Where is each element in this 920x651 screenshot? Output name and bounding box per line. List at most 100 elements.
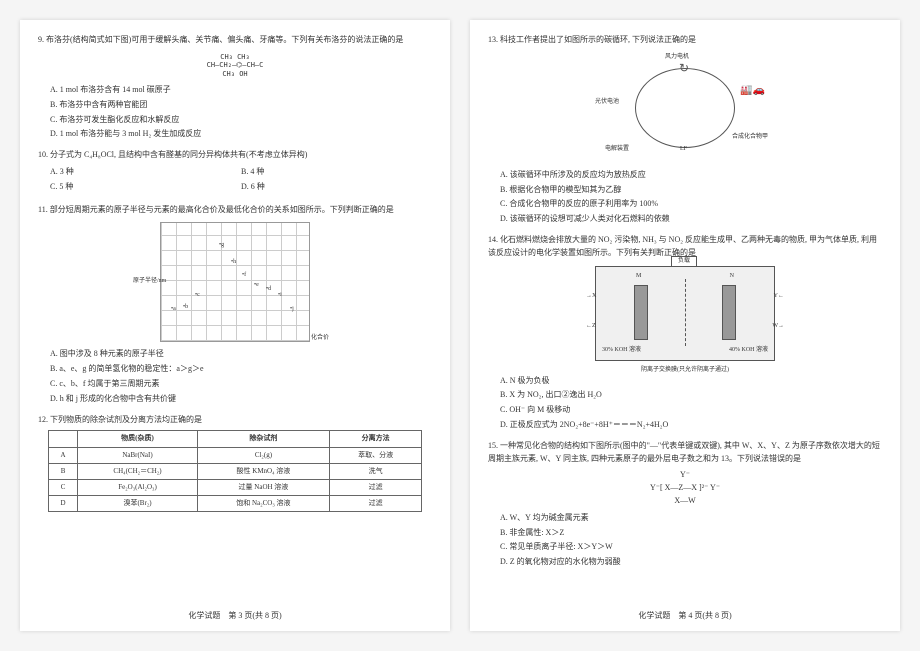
pt-d: •d (266, 285, 271, 295)
q9-stem: 9. 布洛芬(结构简式如下图)可用于缓解头痛、关节痛、偏头痛、牙痛等。下列有关布… (38, 34, 432, 47)
graph-ylabel: 原子半径/nm (133, 278, 166, 288)
th-1: 物质(杂质) (78, 431, 198, 447)
q13-opt-d: D. 该碳循环的设想可减少人类对化石燃料的依赖 (500, 213, 882, 226)
left-sol: 30% KOH 溶液 (602, 346, 672, 356)
q10-opt-d: D. 6 种 (241, 181, 432, 194)
q9-opt-b: B. 布洛芬中含有两种官能团 (50, 99, 432, 112)
lbl-n: N (730, 272, 734, 282)
q10-opt-c: C. 5 种 (50, 181, 241, 194)
q13-opt-a: A. 该碳循环中所涉及的反应均为放热反应 (500, 169, 882, 182)
page-4-footer: 化学试题 第 4 页(共 8 页) (470, 610, 900, 623)
question-15: 15. 一种常见化合物的结构如下图所示(图中的"—"代表单键或双键), 其中 W… (488, 440, 882, 569)
lbl-m: M (636, 272, 641, 282)
pt-g: •g (219, 241, 224, 251)
question-14: 14. 化石燃料燃烧会排放大量的 NO₂ 污染物, NH₃ 与 NO₂ 反应能生… (488, 234, 882, 432)
f-l3: X—W (488, 495, 882, 508)
r2c1: Fe₂O₃(Al₂O₃) (78, 479, 198, 495)
q12-stem: 12. 下列物质的除杂试剂及分离方法均正确的是 (38, 414, 432, 427)
node-pv: 光伏电池 (595, 98, 619, 108)
q10-opt-a: A. 3 种 (50, 166, 241, 179)
in-x: →X (586, 292, 596, 302)
page-3-footer: 化学试题 第 3 页(共 8 页) (20, 610, 450, 623)
node-factory: 🏭🚗 (740, 83, 765, 99)
pt-c: •c (195, 291, 200, 301)
q14-opt-a: A. N 极为负极 (500, 375, 882, 388)
r3c1: 溴苯(Br₂) (78, 496, 198, 512)
f-l2: Y⁻[ X—Z—X ]²⁻ Y⁻ (488, 482, 882, 495)
question-10: 10. 分子式为 C₄H₈OCl, 且结构中含有醛基的同分异构体共有(不考虑立体… (38, 149, 432, 195)
pt-b: •b (183, 303, 188, 313)
q14-opt-c: C. OH⁻ 向 M 极移动 (500, 404, 882, 417)
th-0 (48, 431, 77, 447)
r1c0: B (48, 463, 77, 479)
q11-opt-b: B. a、e、g 的简单氢化物的稳定性：a＞g＞e (50, 363, 432, 376)
q13-opt-b: B. 根据化合物甲的模型知其为乙醇 (500, 184, 882, 197)
electrode-n (722, 285, 736, 340)
page-3: 9. 布洛芬(结构简式如下图)可用于缓解头痛、关节痛、偏头痛、牙痛等。下列有关布… (20, 20, 450, 631)
pt-j: •j (290, 305, 294, 315)
r0c3: 萃取、分液 (330, 447, 422, 463)
question-11: 11. 部分短周期元素的原子半径与元素的最高化合价及最低化合价的关系如图所示。下… (38, 204, 432, 406)
struct-line-2: CH—CH₂—⌬—CH—C (207, 61, 264, 69)
q14-cell: →X ←Z Y← W→ 30% KOH 溶液 40% KOH 溶液 M N (595, 266, 775, 361)
question-13: 13. 科技工作者提出了如图所示的碳循环, 下列说法正确的是 ↻ 风力电机 光伏… (488, 34, 882, 226)
right-sol: 40% KOH 溶液 (698, 346, 768, 356)
q12-table: 物质(杂质) 除杂试剂 分离方法 A NaBr(NaI) Cl₂(g) 萃取、分… (48, 430, 422, 512)
out-z: ←Z (586, 322, 596, 332)
r0c0: A (48, 447, 77, 463)
q9-opt-a: A. 1 mol 布洛芬含有 14 mol 碳原子 (50, 84, 432, 97)
th-2: 除杂试剂 (197, 431, 329, 447)
r1c2: 酸性 KMnO₄ 溶液 (197, 463, 329, 479)
q14-opt-b: B. X 为 NO₂, 出口②逸出 H₂O (500, 389, 882, 402)
node-lf: LF (680, 145, 687, 155)
pt-f: •f (242, 271, 246, 281)
r3c0: D (48, 496, 77, 512)
q13-opt-c: C. 合成化合物甲的反应的原子利用率为 100% (500, 198, 882, 211)
page-4: 13. 科技工作者提出了如图所示的碳循环, 下列说法正确的是 ↻ 风力电机 光伏… (470, 20, 900, 631)
r3c3: 过滤 (330, 496, 422, 512)
pt-h: •h (231, 258, 236, 268)
q15-opt-c: C. 常见单质离子半径: X＞Y＞W (500, 541, 882, 554)
question-9: 9. 布洛芬(结构简式如下图)可用于缓解头痛、关节痛、偏头痛、牙痛等。下列有关布… (38, 34, 432, 141)
th-3: 分离方法 (330, 431, 422, 447)
electrode-m (634, 285, 648, 340)
membrane (685, 279, 686, 346)
pt-e: •e (254, 281, 259, 291)
r2c3: 过滤 (330, 479, 422, 495)
r0c1: NaBr(NaI) (78, 447, 198, 463)
q15-opt-a: A. W、Y 均为碱金属元素 (500, 512, 882, 525)
q15-opt-d: D. Z 的氧化物对应的水化物为弱酸 (500, 556, 882, 569)
q11-graph: 原子半径/nm 化合价 •a •b •c •d •e •f •g •h •i •… (160, 222, 310, 342)
r1c1: CH₄(CH₂＝CH₂) (78, 463, 198, 479)
r2c2: 过量 NaOH 溶液 (197, 479, 329, 495)
q15-formula: Y⁻ Y⁻[ X—Z—X ]²⁻ Y⁻ X—W (488, 469, 882, 507)
q10-opt-b: B. 4 种 (241, 166, 432, 179)
pt-a: •a (171, 305, 176, 315)
in-y: Y← (774, 292, 784, 302)
out-w: W→ (772, 322, 784, 332)
q9-opt-d: D. 1 mol 布洛芬能与 3 mol H₂ 发生加成反应 (50, 128, 432, 141)
r1c3: 洗气 (330, 463, 422, 479)
struct-line-3: CH₃ OH (207, 70, 264, 78)
q10-stem: 10. 分子式为 C₄H₈OCl, 且结构中含有醛基的同分异构体共有(不考虑立体… (38, 149, 432, 162)
q15-stem: 15. 一种常见化合物的结构如下图所示(图中的"—"代表单键或双键), 其中 W… (488, 440, 882, 466)
q11-opt-c: C. c、b、f 均属于第三周期元素 (50, 378, 432, 391)
struct-line-1: CH₃ CH₃ (207, 53, 264, 61)
q13-stem: 13. 科技工作者提出了如图所示的碳循环, 下列说法正确的是 (488, 34, 882, 47)
r3c2: 饱和 Na₂CO₃ 溶液 (197, 496, 329, 512)
q14-opt-d: D. 正极反应式为 2NO₂+8e⁻+8H⁺＝＝＝N₂+4H₂O (500, 419, 882, 432)
node-synth: 合成化合物甲 (730, 133, 770, 143)
r2c0: C (48, 479, 77, 495)
question-12: 12. 下列物质的除杂试剂及分离方法均正确的是 物质(杂质) 除杂试剂 分离方法… (38, 414, 432, 513)
membrane-caption: 阴离子交换膜(只允许阴离子通过) (595, 366, 775, 376)
q9-structure: CH₃ CH₃ CH—CH₂—⌬—CH—C CH₃ OH (38, 53, 432, 78)
q11-stem: 11. 部分短周期元素的原子半径与元素的最高化合价及最低化合价的关系如图所示。下… (38, 204, 432, 217)
r0c2: Cl₂(g) (197, 447, 329, 463)
graph-xlabel: 化合价 (311, 334, 329, 344)
q15-opt-b: B. 非金属性: X＞Z (500, 527, 882, 540)
q9-opt-c: C. 布洛芬可发生酯化反应和水解反应 (50, 114, 432, 127)
node-wind: 风力电机 (665, 53, 689, 63)
q11-opt-a: A. 图中涉及 8 种元素的原子半径 (50, 348, 432, 361)
node-electrolysis: 电解装置 (605, 145, 629, 155)
q13-cycle: ↻ 风力电机 光伏电池 电解装置 LF 合成化合物甲 🏭🚗 (595, 53, 775, 163)
